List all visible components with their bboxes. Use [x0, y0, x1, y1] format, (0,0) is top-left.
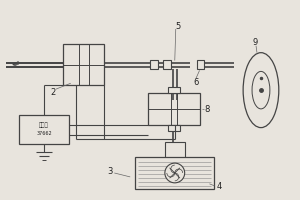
- Bar: [19, 115, 69, 144]
- Bar: [168, 125, 180, 131]
- Text: 9: 9: [252, 38, 258, 47]
- Circle shape: [165, 163, 185, 183]
- Bar: [148, 93, 200, 125]
- Text: 5: 5: [175, 22, 180, 31]
- Bar: [168, 87, 180, 93]
- Text: 2: 2: [50, 88, 56, 97]
- Text: 8: 8: [205, 105, 210, 114]
- Bar: [165, 142, 185, 159]
- Bar: [63, 44, 104, 85]
- Text: 6: 6: [193, 78, 198, 87]
- Bar: [135, 157, 214, 189]
- Bar: [163, 60, 171, 69]
- Ellipse shape: [243, 53, 279, 128]
- Text: 3: 3: [108, 166, 113, 176]
- Bar: [150, 60, 158, 69]
- Text: 控制器: 控制器: [39, 123, 49, 128]
- Text: 37662: 37662: [36, 131, 52, 136]
- Ellipse shape: [252, 71, 270, 109]
- Text: 4: 4: [217, 182, 222, 191]
- Bar: [196, 60, 205, 69]
